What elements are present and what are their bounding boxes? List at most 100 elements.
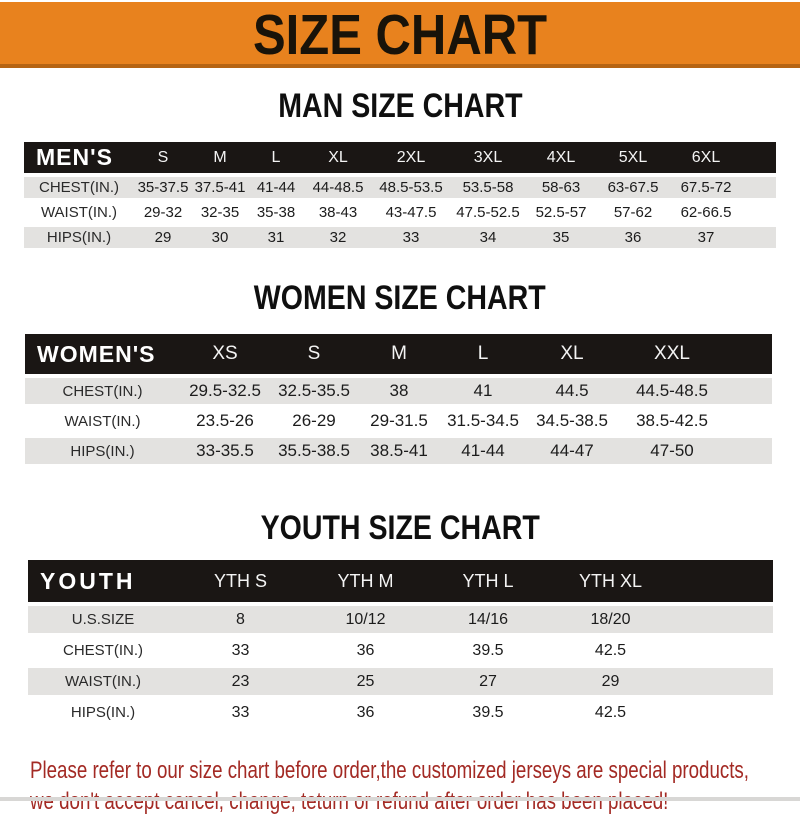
size-cell: 67.5-72: [680, 179, 732, 196]
size-cell-filler: [742, 177, 776, 198]
size-cell: 35.5-38.5: [278, 441, 350, 460]
column-header: YTH L: [462, 570, 514, 591]
table-row: HIPS(IN.) 33 36 39.5 42.5: [28, 699, 773, 726]
size-cell: 23.5-26: [196, 411, 254, 430]
column-header: 5XL: [618, 148, 648, 166]
size-cell: 34: [479, 229, 497, 246]
size-cell: 29: [601, 672, 620, 690]
size-cell: 48.5-53.5: [379, 179, 443, 196]
size-cell: 41: [473, 381, 493, 400]
table-header-row: WOMEN'S XS S M L XL XXL: [25, 334, 772, 374]
column-header: 6XL: [691, 148, 721, 166]
size-cell: 62-66.5: [680, 204, 732, 221]
size-cell: 44.5: [555, 381, 589, 400]
man-size-chart-heading: MAN SIZE CHART: [0, 86, 800, 126]
banner-title: SIZE CHART: [252, 3, 548, 67]
women-size-chart-heading-text: WOMEN SIZE CHART: [254, 279, 546, 317]
size-cell: 42.5: [594, 703, 627, 721]
row-label: HIPS(IN.): [46, 229, 112, 246]
size-cell: 38.5-42.5: [636, 411, 708, 430]
size-cell-filler: [742, 202, 776, 223]
table-header-row: MEN'S S M L XL 2XL 3XL 4XL 5XL 6XL: [24, 142, 776, 173]
size-cell: 63-67.5: [607, 179, 659, 196]
size-cell-filler: [673, 606, 773, 633]
footer-note-line1: Please refer to our size chart before or…: [30, 757, 750, 784]
column-header: L: [477, 343, 489, 364]
size-cell: 39.5: [472, 703, 504, 721]
size-cell-filler: [726, 378, 772, 404]
row-label: HIPS(IN.): [70, 442, 135, 460]
size-cell: 58-63: [541, 179, 581, 196]
size-cell: 25: [356, 672, 375, 690]
size-cell: 44.5-48.5: [636, 381, 708, 400]
size-cell: 36: [356, 641, 375, 659]
size-cell: 30: [211, 229, 229, 246]
size-cell: 32: [329, 229, 347, 246]
table-row: WAIST(IN.) 23 25 27 29: [28, 668, 773, 695]
size-cell: 36: [356, 703, 375, 721]
row-label: U.S.SIZE: [71, 611, 135, 628]
mens-size-table: MEN'S S M L XL 2XL 3XL 4XL 5XL 6XL CHEST(IN.) 35-37…: [24, 138, 776, 252]
row-label: WAIST(IN.): [64, 412, 141, 430]
table-corner-label: MEN'S: [36, 144, 113, 170]
row-label: CHEST(IN.): [62, 382, 143, 400]
column-header: 2XL: [396, 148, 426, 166]
size-cell: 36: [624, 229, 642, 246]
size-cell: 18/20: [590, 610, 631, 628]
table-row: CHEST(IN.) 33 36 39.5 42.5: [28, 637, 773, 664]
size-cell: 35-38: [256, 204, 296, 221]
size-cell: 44-47: [550, 441, 594, 460]
column-header: XL: [328, 148, 348, 166]
table-header-row: YOUTH YTH S YTH M YTH L YTH XL: [28, 560, 773, 602]
column-header: S: [157, 148, 169, 166]
size-cell: 38-43: [318, 204, 358, 221]
row-label: WAIST(IN.): [64, 673, 142, 690]
row-label: WAIST(IN.): [40, 204, 118, 221]
size-cell: 33: [231, 703, 250, 721]
size-cell-filler: [673, 637, 773, 664]
size-cell: 47-50: [650, 441, 694, 460]
bottom-divider: [0, 797, 800, 801]
size-cell: 41-44: [461, 441, 505, 460]
size-cell: 47.5-52.5: [456, 204, 520, 221]
size-cell: 35: [552, 229, 570, 246]
size-cell: 29-31.5: [370, 411, 428, 430]
size-cell: 33: [402, 229, 420, 246]
row-label: CHEST(IN.): [63, 642, 143, 659]
column-header: YTH S: [213, 570, 267, 591]
column-header-filler: [742, 142, 776, 173]
size-cell: 53.5-58: [462, 179, 514, 196]
section-men: MAN SIZE CHART MEN'S S M L XL 2XL 3XL 4XL 5XL 6XL…: [0, 86, 800, 252]
column-header: M: [391, 343, 407, 364]
size-cell: 37.5-41: [194, 179, 246, 196]
column-header: S: [307, 343, 321, 364]
column-header: YTH XL: [578, 570, 643, 591]
size-cell: 23: [231, 672, 250, 690]
size-cell: 33: [231, 641, 250, 659]
column-header: 3XL: [473, 148, 503, 166]
size-cell-filler: [742, 227, 776, 248]
section-youth: YOUTH SIZE CHART YOUTH YTH S YTH M YTH L YTH…: [0, 508, 800, 730]
size-cell-filler: [673, 699, 773, 726]
youth-size-chart-heading-text: YOUTH SIZE CHART: [260, 509, 540, 547]
size-cell: 38: [389, 381, 409, 400]
size-cell-filler: [726, 438, 772, 464]
size-cell: 31: [267, 229, 285, 246]
table-corner-label: YOUTH: [40, 567, 136, 594]
size-cell: 38.5-41: [370, 441, 428, 460]
size-cell: 26-29: [292, 411, 336, 430]
table-row: HIPS(IN.) 29 30 31 32 33 34 35 36 37: [24, 227, 776, 248]
column-header: XL: [560, 343, 584, 364]
size-cell: 14/16: [467, 610, 509, 628]
column-header: XS: [212, 343, 238, 364]
table-row: WAIST(IN.) 23.5-26 26-29 29-31.5 31.5-34.5 34…: [25, 408, 772, 434]
column-header: YTH M: [337, 570, 394, 591]
size-cell-filler: [673, 668, 773, 695]
size-cell: 33-35.5: [196, 441, 254, 460]
size-cell: 29-32: [143, 204, 183, 221]
size-cell: 43-47.5: [385, 204, 437, 221]
women-size-chart-heading: WOMEN SIZE CHART: [0, 278, 800, 318]
size-cell: 39.5: [472, 641, 504, 659]
table-row: CHEST(IN.) 35-37.5 37.5-41 41-44 44-48.5 48.5…: [24, 177, 776, 198]
footer-note-line2: we don't accept cancel, change, teturn o…: [30, 788, 669, 815]
